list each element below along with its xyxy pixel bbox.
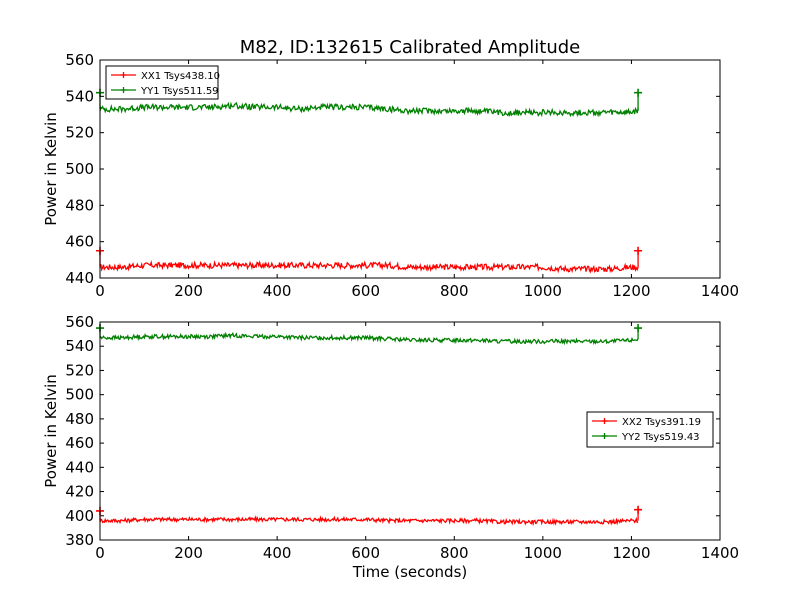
legend-label-2: YY2 Tsys519.43 [621,432,700,443]
y-tick-label: 500 [65,386,94,404]
series-line-2 [99,101,639,118]
x-tick-label: 0 [95,282,105,300]
plot-frame [99,321,721,541]
y-tick-label: 500 [65,160,94,178]
series-marker-1 [634,505,643,514]
legend-marker-1 [120,72,127,78]
legend-marker-2 [601,433,608,439]
x-tick-label: 800 [440,544,469,562]
x-tick-label: 1000 [524,544,562,562]
y-tick-label: 520 [65,361,94,379]
y-axis-label-bottom: Power in Kelvin [42,374,60,488]
legend-label-1: XX2 Tsys391.19 [622,417,701,428]
series-marker-2 [634,88,643,97]
legend-box [105,65,219,100]
x-tick-label: 200 [174,544,203,562]
x-tick-label: 1200 [612,544,650,562]
y-tick-label: 480 [65,196,94,214]
series-line-1 [99,515,639,527]
y-tick-label: 560 [65,313,94,331]
y-tick-label: 520 [65,124,94,142]
y-tick-label: 560 [65,51,94,69]
y-tick-label: 440 [65,269,94,287]
legend: XX1 Tsys438.10 YY1 Tsys511.59 [105,65,220,100]
series-line-1 [99,259,639,274]
series-marker-1 [634,246,643,255]
x-tick-label: 1200 [612,282,650,300]
x-tick-label: 1400 [701,282,739,300]
legend-box [586,411,714,448]
x-tick-label: 600 [351,544,380,562]
y-tick-label: 400 [65,507,94,525]
x-tick-label: 200 [174,282,203,300]
x-tick-label: 400 [263,544,292,562]
x-tick-label: 400 [263,282,292,300]
legend-label-2: YY1 Tsys511.59 [140,86,219,97]
x-tick-label: 1000 [524,282,562,300]
y-tick-label: 380 [65,531,94,549]
x-tick-label: 0 [95,544,105,562]
y-axis-label-top: Power in Kelvin [42,112,60,226]
series-line-2 [99,331,639,346]
legend-label-1: XX1 Tsys438.10 [141,71,220,82]
legend-marker-1 [601,418,608,424]
y-tick-label: 460 [65,434,94,452]
x-tick-label: 1400 [701,544,739,562]
x-axis-label-bottom: Time (seconds) [352,563,468,581]
y-tick-label: 440 [65,458,94,476]
x-tick-label: 800 [440,282,469,300]
series-marker-2 [634,324,643,333]
subplot-top: 0 200 400 600 800 1000 1200 1400 440 460 480 500 520… [65,51,739,300]
subplot-bottom: 0 200 400 600 800 1000 1200 1400 380 400 420 440 460… [65,313,739,562]
legend-marker-2 [120,87,127,93]
y-tick-label: 460 [65,233,94,251]
chart-title: M82, ID:132615 Calibrated Amplitude [240,37,581,58]
y-tick-label: 540 [65,87,94,105]
x-tick-label: 600 [351,282,380,300]
y-tick-label: 540 [65,337,94,355]
y-tick-label: 420 [65,483,94,501]
y-tick-label: 480 [65,410,94,428]
legend: XX2 Tsys391.19 YY2 Tsys519.43 [586,411,714,448]
